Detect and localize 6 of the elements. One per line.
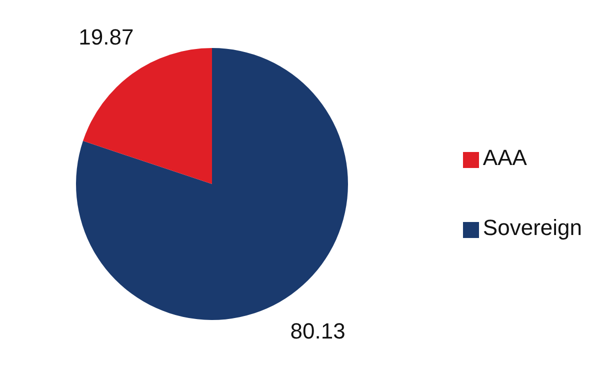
legend-label: Sovereign: [482, 214, 582, 240]
pie-slice: [76, 48, 348, 320]
data-label: 19.87: [78, 24, 134, 50]
legend-label: AAA: [482, 144, 527, 170]
pie-slice: [83, 48, 212, 184]
data-label: 80.13: [290, 318, 346, 344]
